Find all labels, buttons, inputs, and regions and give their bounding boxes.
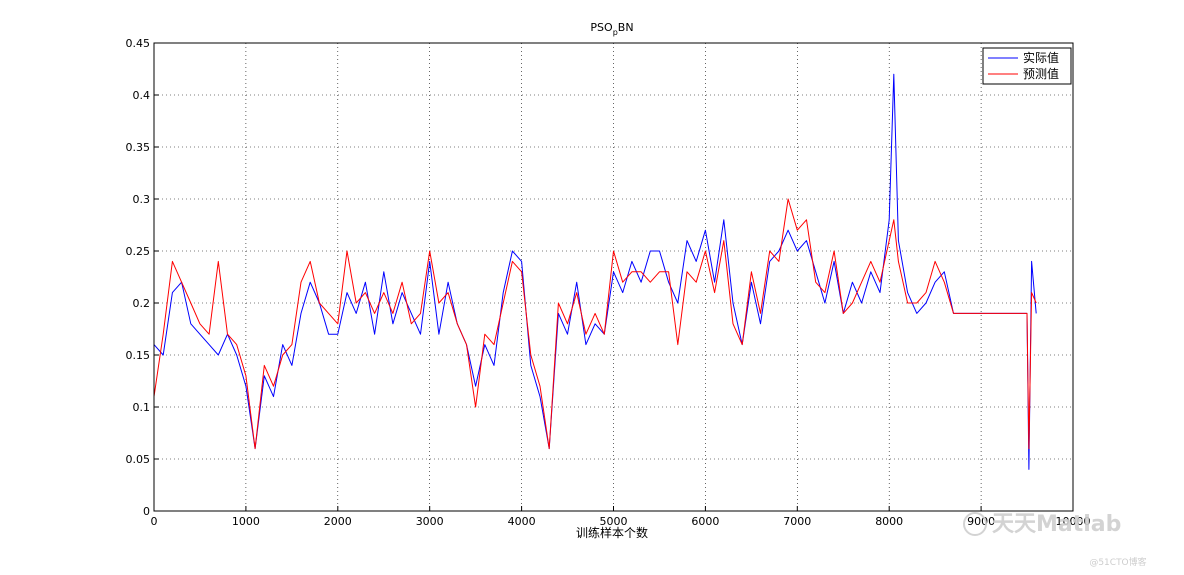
y-tick-label: 0.4 bbox=[133, 89, 151, 102]
y-tick-label: 0.05 bbox=[126, 453, 151, 466]
y-tick-label: 0.2 bbox=[133, 297, 151, 310]
y-tick-label: 0.3 bbox=[133, 193, 151, 206]
chart-title: PSOpBN bbox=[590, 21, 633, 37]
legend-label-predicted: 预测值 bbox=[1023, 66, 1059, 81]
wechat-icon bbox=[963, 512, 987, 536]
y-tick-label: 0 bbox=[143, 505, 150, 518]
series-line-actual bbox=[153, 73, 1037, 470]
y-tick-label: 0.25 bbox=[126, 245, 151, 258]
x-tick-label: 3000 bbox=[416, 515, 444, 528]
y-tick-label: 0.35 bbox=[126, 141, 151, 154]
x-tick-label: 6000 bbox=[691, 515, 719, 528]
legend-label-actual: 实际值 bbox=[1023, 50, 1059, 65]
x-axis-label: 训练样本个数 bbox=[576, 525, 648, 540]
y-axis-ticks: 0 0.05 0.1 0.15 0.2 0.25 0.3 0.35 0.4 0.45 bbox=[126, 37, 159, 518]
x-tick-label: 0 bbox=[151, 515, 158, 528]
series-layer bbox=[153, 73, 1037, 470]
x-tick-label: 10000 bbox=[1056, 515, 1091, 528]
legend-box bbox=[982, 47, 1072, 85]
x-tick-label: 5000 bbox=[600, 515, 628, 528]
watermark-sub: @51CTO博客 bbox=[1089, 556, 1146, 568]
x-tick-label: 2000 bbox=[324, 515, 352, 528]
series-line-predicted bbox=[153, 198, 1037, 450]
legend: 实际值 预测值 bbox=[982, 47, 1072, 85]
watermark: 天天Matlab @51CTO博客 bbox=[963, 512, 1147, 568]
x-tick-label: 1000 bbox=[232, 515, 260, 528]
x-tick-label: 9000 bbox=[967, 515, 995, 528]
y-tick-label: 0.15 bbox=[126, 349, 151, 362]
x-tick-label: 7000 bbox=[783, 515, 811, 528]
y-tick-label: 0.45 bbox=[126, 37, 151, 50]
x-tick-label: 8000 bbox=[875, 515, 903, 528]
y-tick-label: 0.1 bbox=[133, 401, 151, 414]
x-axis-ticks: 0 1000 2000 3000 4000 5000 6000 7000 8000 9000 100… bbox=[151, 506, 1091, 528]
x-tick-label: 4000 bbox=[508, 515, 536, 528]
watermark-main: 天天Matlab bbox=[992, 512, 1121, 537]
